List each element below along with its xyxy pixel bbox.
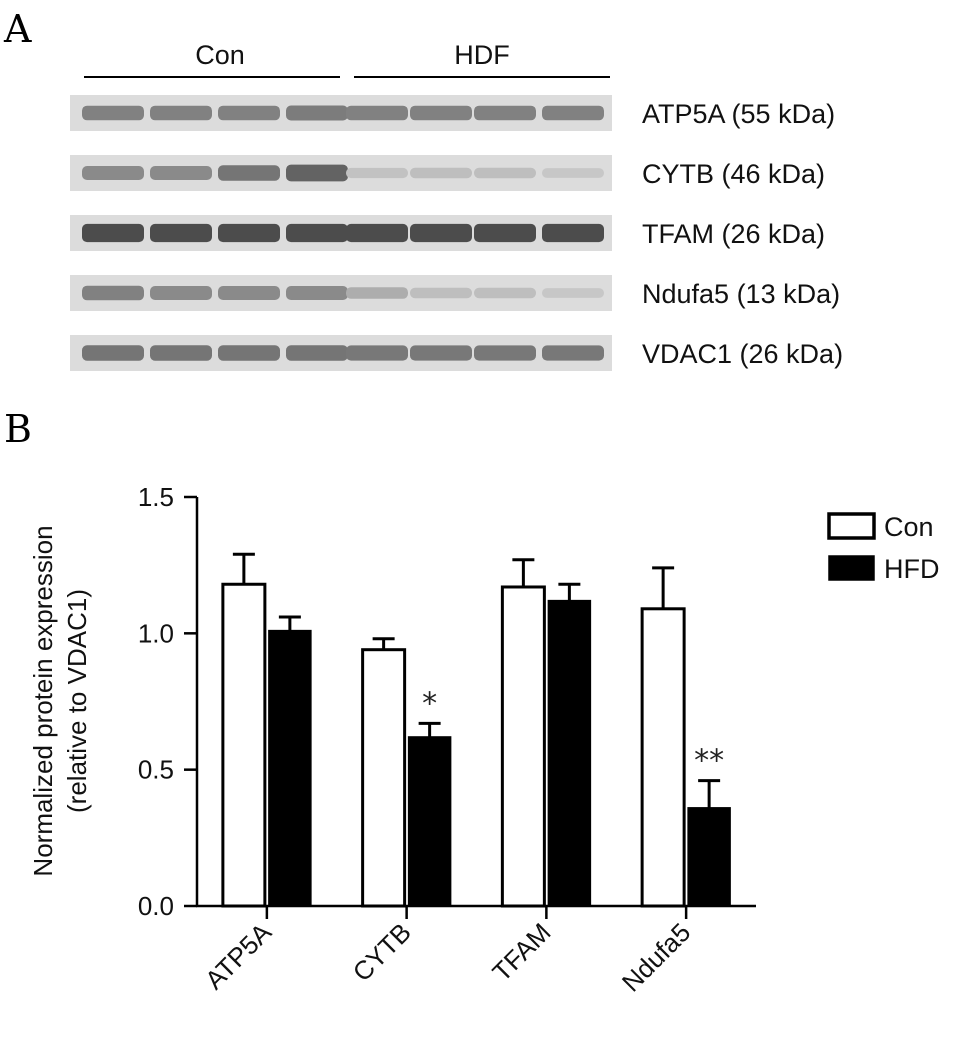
blot-band: [150, 345, 212, 361]
blot-band: [542, 105, 604, 121]
blot-row: ATP5A (55 kDa): [70, 95, 835, 131]
blot-group-label-hdf: HDF: [454, 40, 510, 70]
y-tick-label: 0.5: [138, 755, 174, 785]
x-tick-label: TFAM: [486, 917, 556, 987]
blot-band: [218, 286, 280, 300]
blot-band: [410, 223, 472, 243]
blot-row-label: ATP5A (55 kDa): [642, 99, 835, 129]
blot-band: [218, 223, 280, 243]
panel-label-b: B: [4, 407, 32, 451]
blot-band: [410, 167, 472, 179]
blot-row: CYTB (46 kDa): [70, 155, 825, 191]
blot-band: [286, 164, 348, 182]
bar-hfd: [687, 807, 731, 907]
blot-band: [410, 345, 472, 361]
blot-band: [346, 105, 408, 121]
bar-con: [221, 582, 267, 908]
blot-row: Ndufa5 (13 kDa): [70, 275, 840, 311]
panel-label-a: A: [3, 7, 32, 51]
blot-band: [410, 105, 472, 121]
blot-row-label: CYTB (46 kDa): [642, 159, 825, 189]
blot-band: [82, 285, 144, 301]
y-tick-label: 0.0: [138, 891, 174, 921]
bar-con: [361, 648, 407, 908]
bar-hfd: [547, 599, 592, 907]
legend: Con HFD: [827, 512, 940, 584]
blot-band: [542, 168, 604, 178]
y-tick-label: 1.0: [138, 618, 174, 648]
legend-label-hfd: HFD: [884, 554, 940, 584]
blot-band: [346, 345, 408, 361]
blot-band: [542, 345, 604, 361]
significance-marker: *: [422, 686, 437, 721]
bar-con: [500, 585, 546, 908]
x-tick-label: ATP5A: [199, 917, 278, 996]
blot-band: [218, 105, 280, 121]
y-axis-label-line-1: Normalized protein expression: [28, 525, 58, 876]
blot-band: [346, 223, 408, 243]
blot-band: [286, 223, 348, 243]
blot-band: [346, 287, 408, 299]
blot-band: [218, 345, 280, 361]
y-tick-label: 1.5: [138, 482, 174, 512]
blot-band: [542, 288, 604, 298]
blot-band: [410, 287, 472, 299]
blot-band: [150, 286, 212, 300]
legend-label-con: Con: [884, 512, 934, 542]
blot-band: [474, 223, 536, 243]
blot-band: [542, 223, 604, 243]
blot-band: [150, 105, 212, 121]
blot-band: [346, 167, 408, 179]
blot-row: TFAM (26 kDa): [70, 215, 825, 251]
blot-band: [150, 223, 212, 243]
bar-con: [640, 607, 686, 908]
blot-group-label-con: Con: [195, 40, 245, 70]
blot-band: [82, 345, 144, 361]
blot-band: [474, 345, 536, 361]
bar-chart: Normalized protein expression (relative …: [28, 482, 940, 998]
blot-band: [474, 105, 536, 121]
blot-band: [286, 105, 348, 121]
blot-band: [218, 165, 280, 181]
x-tick-label: Ndufa5: [616, 917, 696, 997]
blot-band: [474, 287, 536, 299]
y-axis-label-line-2: (relative to VDAC1): [62, 589, 92, 813]
blot-row-label: Ndufa5 (13 kDa): [642, 279, 840, 309]
blot-band: [82, 223, 144, 243]
blot-band: [82, 166, 144, 180]
blot-band: [82, 105, 144, 121]
legend-swatch-con: [827, 512, 876, 540]
western-blot: Con HDF ATP5A (55 kDa) CYTB (46 kDa) TFAM …: [70, 40, 843, 371]
bar-hfd: [268, 629, 312, 907]
blot-row: VDAC1 (26 kDa): [70, 335, 843, 371]
blot-band: [150, 166, 212, 180]
legend-swatch-hfd: [828, 555, 875, 581]
blot-band: [286, 286, 348, 300]
bar-hfd: [407, 736, 452, 907]
blot-band: [474, 167, 536, 179]
blot-row-label: TFAM (26 kDa): [642, 219, 825, 249]
significance-marker: **: [694, 744, 724, 779]
x-tick-label: CYTB: [347, 917, 417, 987]
blot-band: [286, 345, 348, 361]
blot-row-label: VDAC1 (26 kDa): [642, 339, 843, 369]
